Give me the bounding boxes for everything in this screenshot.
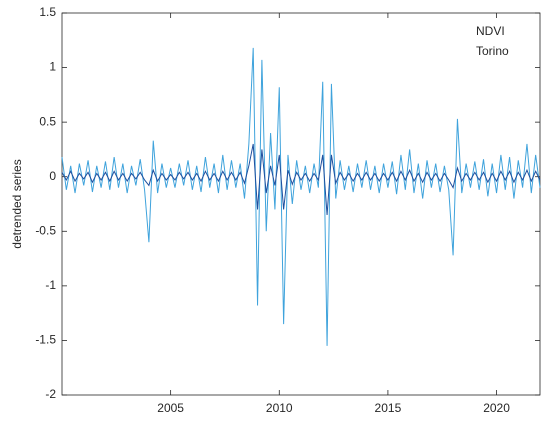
y-tick-label: -1: [45, 278, 56, 292]
data-line: [61, 47, 541, 346]
x-tick-label: 2015: [375, 401, 402, 415]
y-tick-label: -2: [45, 387, 56, 401]
annotation: Torino: [476, 44, 509, 58]
x-tick-label: 2005: [157, 401, 184, 415]
y-tick-label: -1.5: [35, 333, 56, 347]
x-tick-label: 2020: [483, 401, 510, 415]
y-tick-label: 1: [49, 60, 56, 74]
y-tick-label: 0: [49, 169, 56, 183]
data-line: [61, 143, 541, 215]
plot-frame: [61, 12, 541, 396]
x-tick-label: 2010: [266, 401, 293, 415]
y-tick-label: -0.5: [35, 223, 56, 237]
annotation: NDVI: [476, 24, 505, 38]
y-tick-label: 0.5: [39, 114, 56, 128]
y-axis-label: detrended series: [10, 159, 24, 248]
y-tick-label: 1.5: [39, 5, 56, 19]
